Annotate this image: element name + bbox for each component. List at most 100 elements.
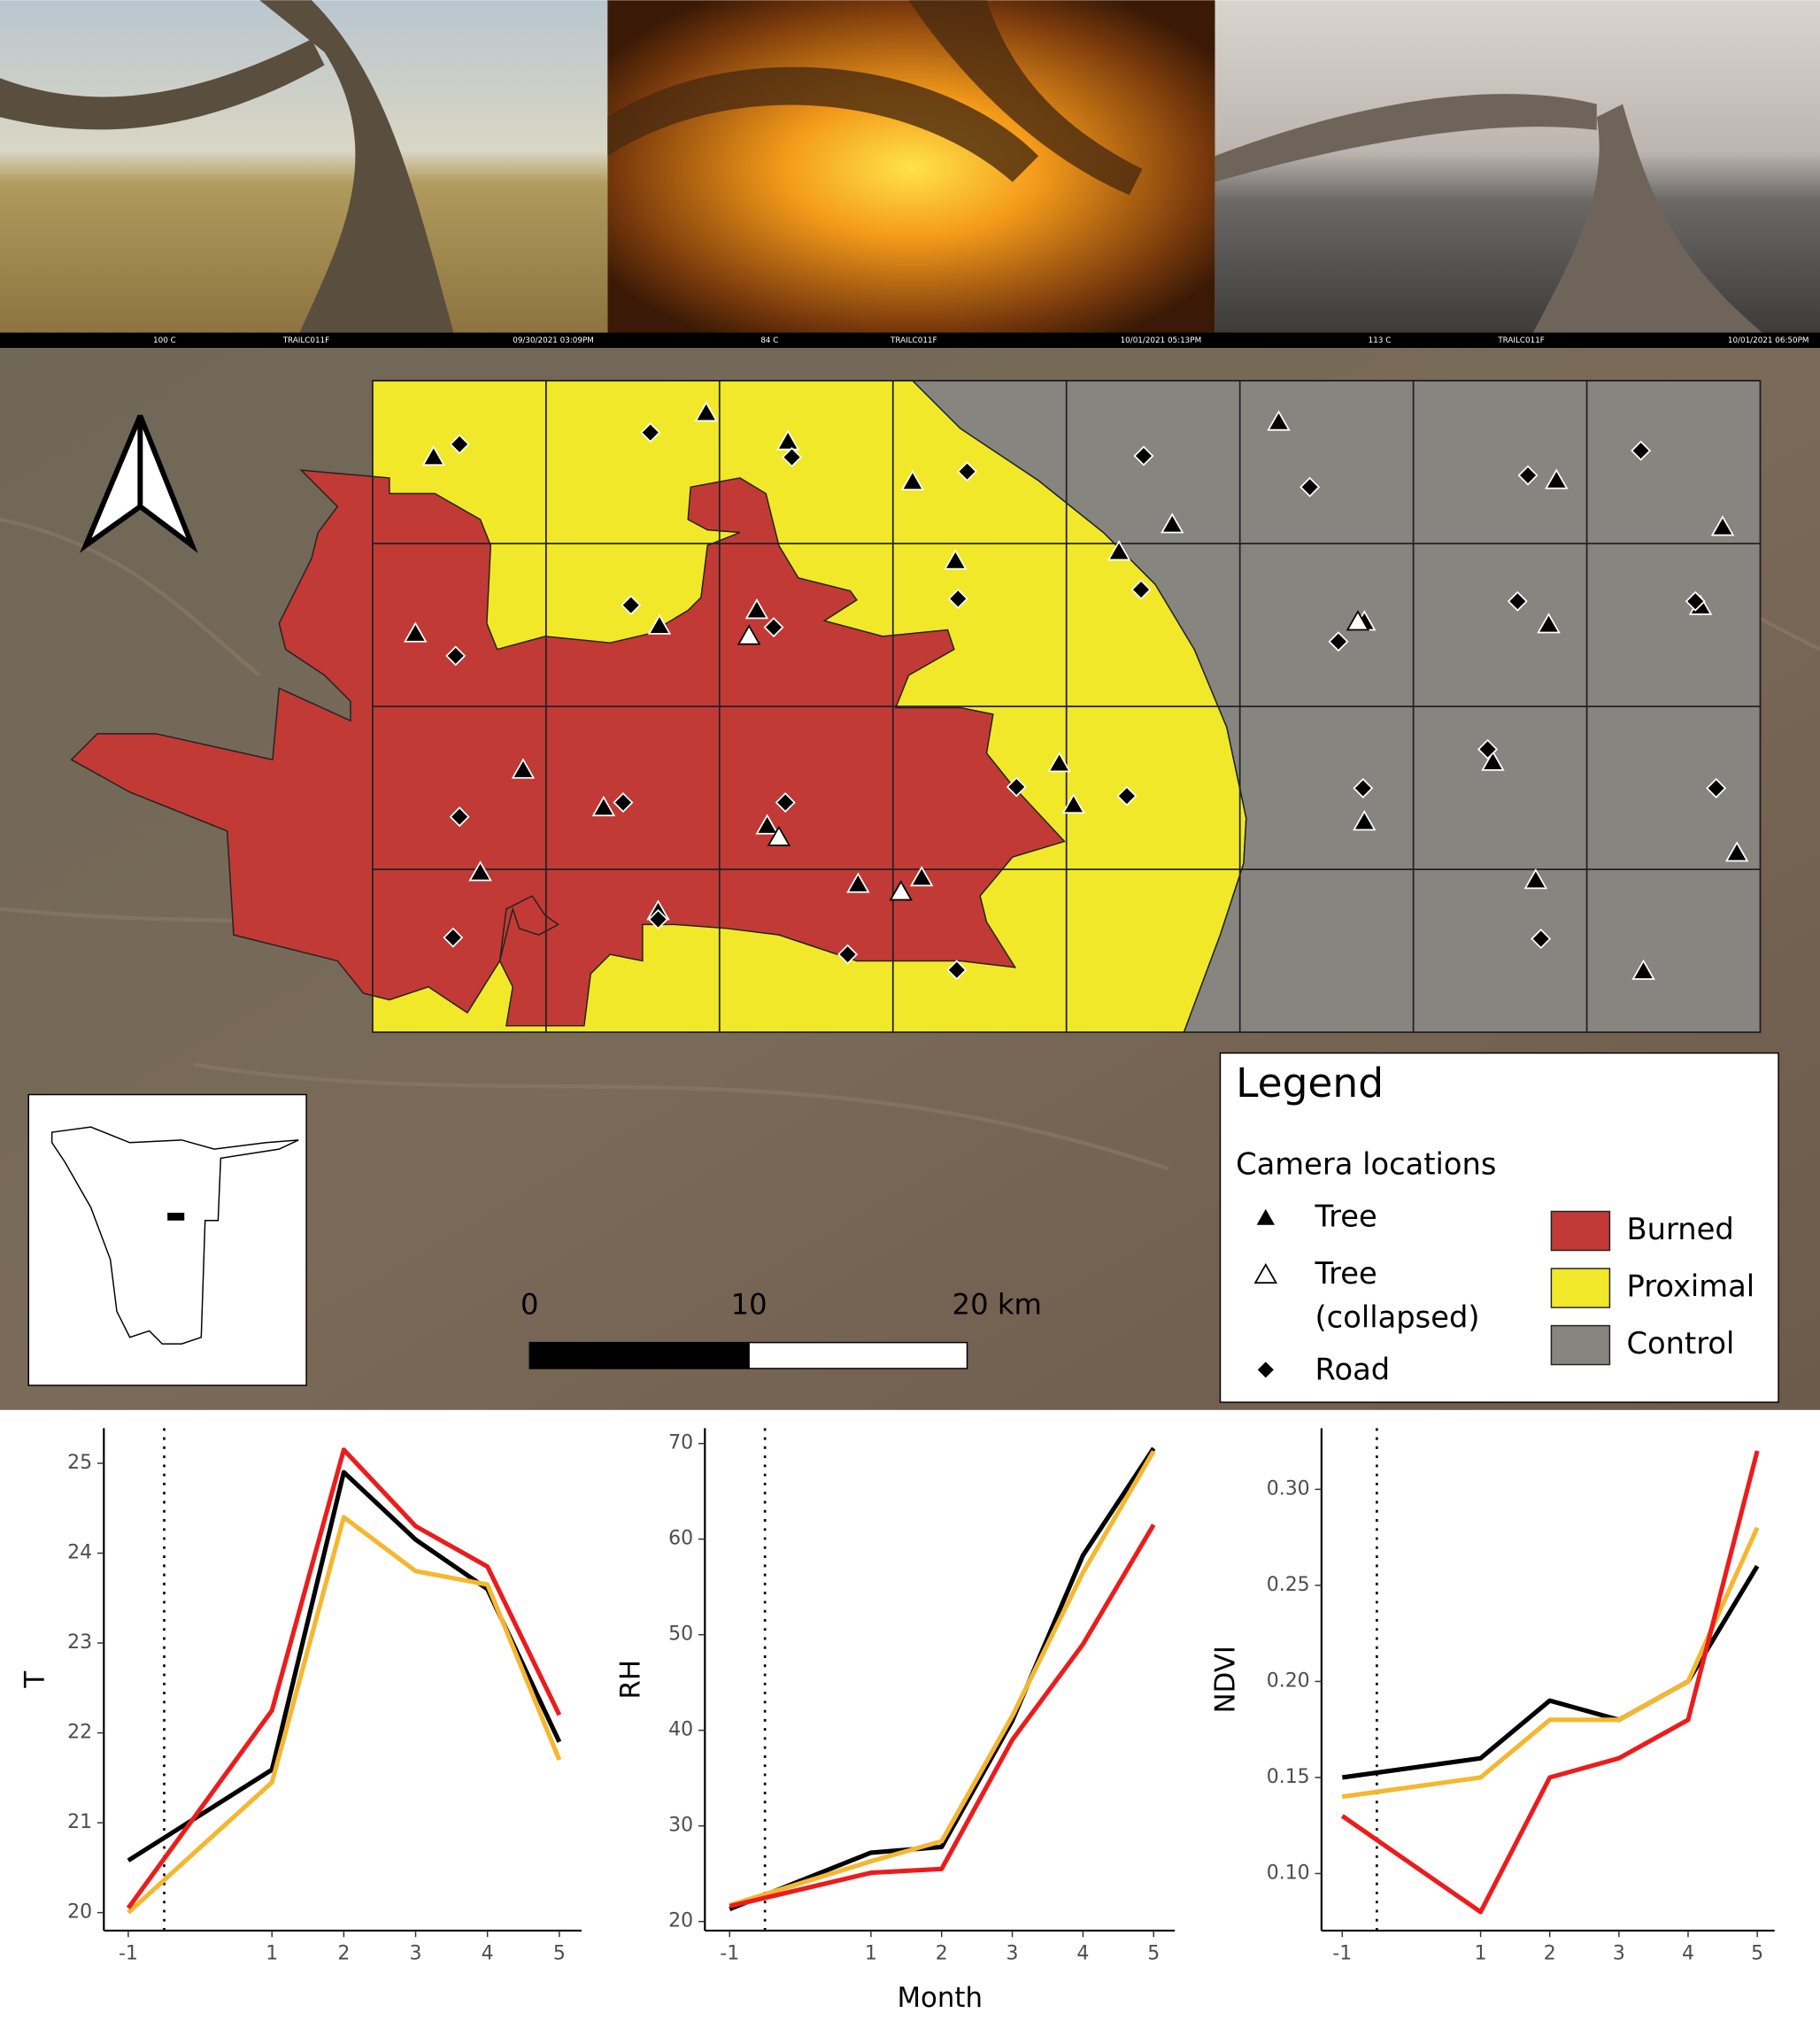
photo-camera: TRAILC011F xyxy=(1497,336,1545,345)
x-tick-label: 2 xyxy=(936,1942,948,1964)
photo-temperature: 84 C xyxy=(760,336,778,345)
tree-camera xyxy=(647,613,672,635)
series-line xyxy=(729,1523,1156,1909)
x-tick-label: 4 xyxy=(482,1942,494,1964)
tree-camera xyxy=(421,444,446,467)
legend-zone-swatch xyxy=(1550,1324,1611,1366)
collapsed-tree-camera xyxy=(767,825,791,846)
legend-zone-swatch xyxy=(1550,1268,1611,1308)
y-tick-label: 0.15 xyxy=(1267,1766,1310,1788)
legend-camera-label: (collapsed) xyxy=(1315,1300,1480,1335)
x-tick-label: 3 xyxy=(410,1942,422,1964)
legend-zone-label: Proximal xyxy=(1626,1269,1754,1304)
legend-camera-label: Tree xyxy=(1315,1256,1377,1291)
inset-map xyxy=(27,1093,307,1386)
x-tick-label: -1 xyxy=(720,1942,739,1964)
tree-camera xyxy=(909,866,934,887)
photo-after xyxy=(1215,0,1820,335)
tree-camera xyxy=(694,401,719,422)
road-camera xyxy=(763,617,784,638)
x-tick-label: -1 xyxy=(119,1942,138,1964)
photo-tree xyxy=(607,0,1143,196)
tree-camera xyxy=(404,621,428,643)
x-tick-label: -1 xyxy=(1332,1942,1352,1964)
road-camera xyxy=(946,960,968,981)
legend-zone-swatch xyxy=(1550,1210,1611,1252)
x-tick-label: 4 xyxy=(1076,1942,1089,1964)
series-line xyxy=(127,1515,562,1915)
tree-camera xyxy=(1523,868,1548,890)
tree-camera xyxy=(1481,750,1505,771)
road-camera xyxy=(1631,440,1652,461)
tree-camera xyxy=(1107,540,1131,561)
collapsed-tree-camera xyxy=(736,624,761,645)
tree-camera xyxy=(944,549,968,570)
legend-zone-label: Burned xyxy=(1626,1212,1733,1246)
scale-bar-white xyxy=(748,1341,968,1369)
x-tick-label: 5 xyxy=(1751,1942,1763,1964)
photo-temperature: 100 C xyxy=(153,336,176,345)
legend-camera-label: Road xyxy=(1315,1352,1391,1386)
road-camera xyxy=(647,909,669,930)
tree-camera xyxy=(1353,810,1377,831)
x-tick-label: 5 xyxy=(553,1942,566,1964)
y-tick-label: 24 xyxy=(67,1542,92,1564)
x-tick-label: 1 xyxy=(1475,1942,1487,1964)
y-tick-label: 50 xyxy=(668,1623,693,1646)
photo-temperature: 113 C xyxy=(1369,336,1392,345)
tree-camera xyxy=(468,860,492,882)
road-camera xyxy=(1328,631,1349,652)
collapsed-tree-camera xyxy=(1346,610,1370,631)
country-outline xyxy=(50,1126,299,1345)
x-tick-label: 1 xyxy=(865,1942,877,1964)
series-line xyxy=(126,1447,562,1910)
road-camera xyxy=(775,792,796,814)
tree-camera xyxy=(591,795,616,817)
road-camera xyxy=(1706,777,1727,798)
y-tick-label: 23 xyxy=(67,1631,92,1654)
tree-camera xyxy=(744,598,769,620)
tree-camera xyxy=(1710,515,1735,536)
x-tick-label: 3 xyxy=(1006,1942,1019,1964)
road-camera xyxy=(443,927,464,948)
y-tick-label: 40 xyxy=(668,1719,693,1741)
scale-bar-label: 10 xyxy=(731,1288,767,1322)
photo-timestamp: 10/01/2021 05:13PM xyxy=(1121,336,1202,345)
study-area xyxy=(167,1212,185,1221)
road-camera xyxy=(782,446,803,467)
y-axis-label: RH xyxy=(615,1660,647,1700)
north-arrow-right xyxy=(137,414,198,553)
scale-bar-black xyxy=(528,1341,750,1369)
tree-camera xyxy=(1160,513,1184,534)
road-camera xyxy=(837,944,859,965)
tree-camera xyxy=(1047,752,1071,773)
series-line xyxy=(729,1446,1156,1912)
burned-zone xyxy=(70,469,1066,1027)
x-tick-label: 3 xyxy=(1613,1942,1625,1964)
series-line xyxy=(1341,1526,1760,1800)
tree-camera xyxy=(1545,468,1569,490)
tree-camera xyxy=(1724,841,1749,862)
tree-camera xyxy=(1631,959,1655,980)
road-camera xyxy=(449,806,470,828)
legend-collapsed-symbol xyxy=(1253,1262,1278,1284)
road-camera xyxy=(1133,445,1154,467)
y-tick-label: 20 xyxy=(67,1901,92,1924)
x-tick-label: 4 xyxy=(1682,1942,1694,1964)
photo-tree xyxy=(1215,94,1766,335)
tree-camera xyxy=(775,429,800,451)
legend-camera-label: Tree xyxy=(1315,1199,1377,1233)
photo-timestamp: 10/01/2021 06:50PM xyxy=(1728,336,1809,345)
photo-camera: TRAILC011F xyxy=(890,336,937,345)
legend-box xyxy=(1219,1052,1779,1403)
y-axis-label: NDVI xyxy=(1209,1646,1241,1713)
tree-camera xyxy=(1537,613,1561,634)
road-camera xyxy=(449,434,470,455)
map: 0 10 20 km Legend Camera locations Tree Tree (c… xyxy=(0,348,1820,1410)
photo-camera: TRAILC011F xyxy=(282,336,330,345)
photos xyxy=(0,0,1820,349)
y-tick-label: 0.20 xyxy=(1267,1670,1310,1692)
photo-tree xyxy=(0,0,455,335)
x-tick-label: 5 xyxy=(1147,1942,1160,1964)
collapsed-tree-camera xyxy=(889,880,913,901)
